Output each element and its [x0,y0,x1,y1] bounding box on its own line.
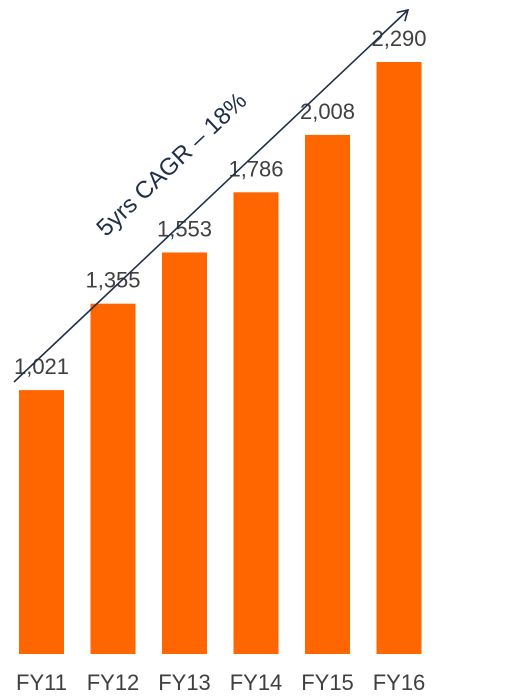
category-label-fy15: FY15 [301,670,354,695]
category-label-fy13: FY13 [158,670,211,695]
cagr-arrow [13,8,410,383]
bar-fy14 [233,192,279,655]
value-label-fy11: 1,021 [14,354,69,379]
bar-fy16 [376,62,422,654]
bar-fy15 [305,134,350,654]
category-label-fy16: FY16 [373,670,426,695]
bars-group [19,62,422,655]
category-label-fy14: FY14 [230,670,283,695]
value-label-fy14: 1,786 [228,156,283,181]
category-label-fy11: FY11 [16,670,67,695]
value-label-fy15: 2,008 [300,99,355,124]
category-labels-group: FY11 FY12 FY13 FY14 FY15 FY16 [16,670,425,695]
bar-fy11 [19,390,64,654]
value-label-fy16: 2,290 [371,26,426,51]
bar-fy13 [162,252,207,654]
category-label-fy12: FY12 [87,670,140,695]
bar-fy12 [90,303,136,654]
